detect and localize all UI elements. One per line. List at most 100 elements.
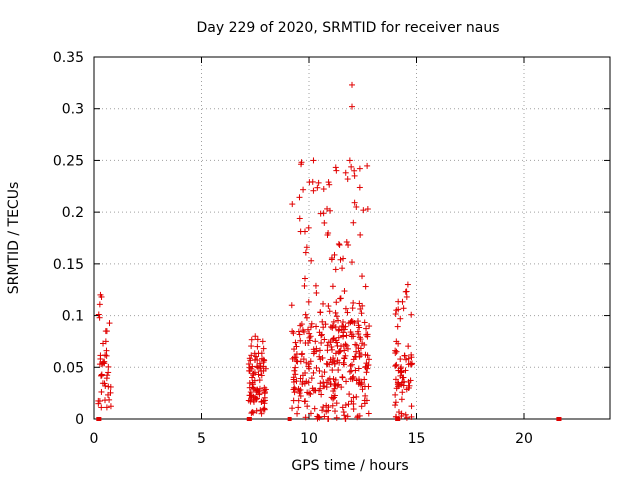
data-point	[342, 415, 349, 422]
baseline-marker	[97, 417, 102, 421]
data-point	[106, 396, 113, 403]
data-point	[245, 361, 252, 368]
data-point	[333, 414, 340, 421]
data-point	[96, 361, 103, 368]
data-point	[364, 331, 371, 338]
x-axis-label: GPS time / hours	[291, 458, 408, 474]
data-point	[96, 398, 103, 405]
data-point	[291, 354, 298, 361]
data-point	[324, 231, 331, 238]
data-point	[330, 318, 337, 325]
data-point	[332, 309, 339, 316]
data-point	[297, 337, 304, 344]
data-point	[408, 351, 415, 358]
data-point	[304, 403, 311, 410]
data-point	[106, 320, 113, 327]
data-point	[400, 374, 407, 381]
data-point	[362, 363, 369, 370]
data-point	[324, 342, 331, 349]
data-point	[398, 413, 405, 420]
data-point	[326, 181, 333, 188]
data-point	[293, 358, 300, 365]
data-point	[331, 408, 338, 415]
data-point	[322, 321, 329, 328]
x-tick-label: 20	[515, 431, 533, 447]
data-point	[253, 407, 260, 414]
data-point	[294, 358, 301, 365]
data-point	[342, 305, 349, 312]
data-point	[320, 210, 327, 217]
data-point	[294, 410, 301, 417]
data-point	[393, 362, 400, 369]
data-point	[103, 404, 110, 411]
data-point	[340, 319, 347, 326]
data-point	[333, 400, 340, 407]
data-point	[332, 337, 339, 344]
data-point	[289, 328, 296, 335]
data-point	[405, 343, 412, 350]
data-point	[341, 288, 348, 295]
data-point	[249, 408, 256, 415]
data-point	[260, 398, 267, 405]
data-point	[393, 307, 400, 314]
data-point	[255, 364, 262, 371]
data-point	[402, 411, 409, 418]
y-tick-label: 0.35	[53, 50, 84, 66]
y-tick-label: 0.1	[62, 309, 84, 325]
data-point	[248, 410, 255, 417]
data-point	[393, 348, 400, 355]
data-point	[399, 298, 406, 305]
data-point	[332, 164, 339, 171]
y-tick-label: 0.15	[53, 257, 84, 273]
data-point	[248, 352, 255, 359]
data-point	[249, 379, 256, 386]
data-point	[258, 410, 265, 417]
grid	[94, 57, 610, 419]
data-point	[306, 361, 313, 368]
data-point	[307, 410, 314, 417]
data-point	[358, 310, 365, 317]
data-point	[357, 231, 364, 238]
data-point	[362, 283, 369, 290]
data-point	[334, 342, 341, 349]
data-point	[306, 179, 313, 186]
data-point	[318, 391, 325, 398]
data-point	[365, 410, 372, 417]
data-point	[296, 194, 303, 201]
data-point	[250, 393, 257, 400]
data-point	[315, 179, 322, 186]
data-point	[323, 379, 330, 386]
data-point	[95, 311, 102, 318]
data-point	[340, 255, 347, 262]
y-tick-label: 0	[75, 412, 84, 428]
baseline-marker	[557, 417, 562, 421]
data-point	[256, 385, 263, 392]
data-point	[333, 313, 340, 320]
data-point	[334, 382, 341, 389]
data-point	[254, 343, 261, 350]
ticks	[93, 56, 610, 420]
data-point	[331, 358, 338, 365]
data-point	[355, 322, 362, 329]
data-point	[349, 374, 356, 381]
data-point	[401, 378, 408, 385]
data-point	[289, 405, 296, 412]
y-tick-label: 0.3	[62, 102, 84, 118]
data-point	[327, 323, 334, 330]
data-point	[363, 369, 370, 376]
data-point	[313, 345, 320, 352]
data-point	[319, 407, 326, 414]
data-point	[349, 81, 355, 88]
data-point	[350, 356, 357, 363]
data-point	[95, 400, 102, 407]
data-point	[303, 359, 310, 366]
data-point	[408, 403, 415, 410]
data-point	[253, 386, 260, 393]
data-point	[340, 329, 347, 336]
data-point	[310, 187, 317, 194]
data-point	[351, 167, 358, 174]
data-point	[288, 302, 295, 309]
data-point	[248, 336, 255, 343]
x-tick-label: 10	[300, 431, 318, 447]
